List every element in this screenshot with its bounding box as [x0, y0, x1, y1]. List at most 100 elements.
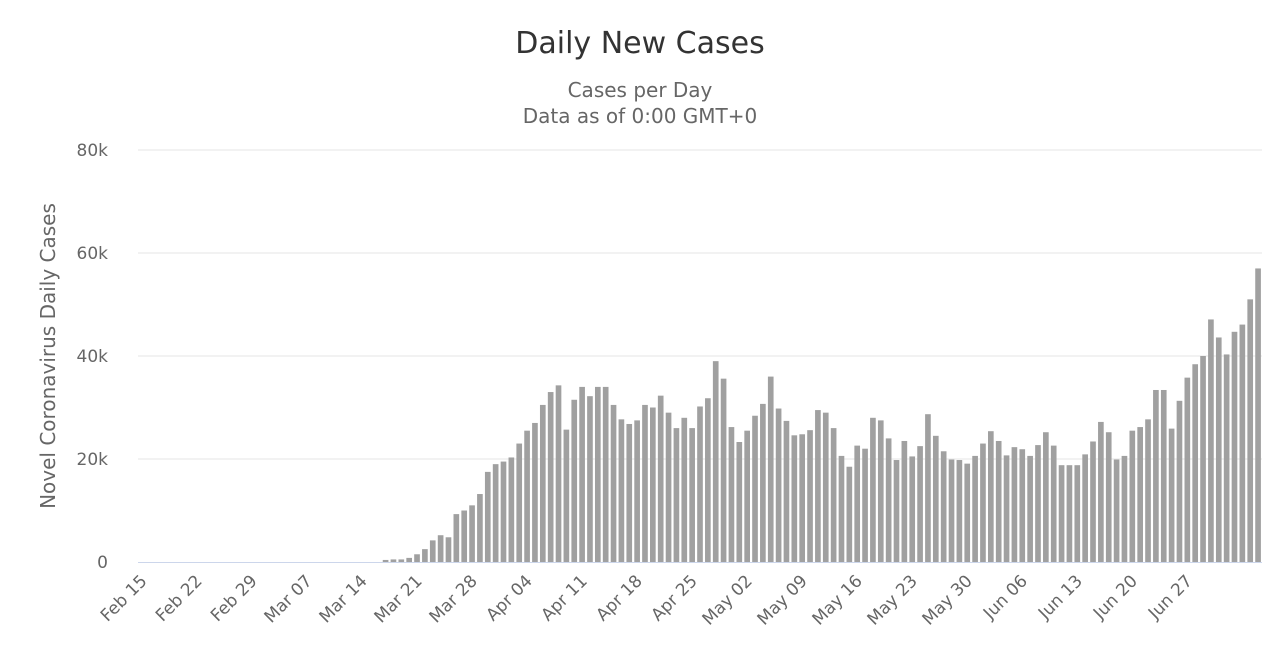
- bar[interactable]: [1050, 445, 1057, 562]
- bar[interactable]: [862, 448, 868, 562]
- bar[interactable]: [744, 430, 750, 562]
- bar[interactable]: [477, 494, 483, 562]
- bar[interactable]: [1129, 430, 1136, 562]
- bar[interactable]: [838, 455, 845, 562]
- bar[interactable]: [1074, 465, 1081, 562]
- bar[interactable]: [484, 471, 491, 563]
- bar[interactable]: [940, 451, 947, 562]
- bar[interactable]: [1215, 337, 1222, 562]
- bar[interactable]: [932, 435, 939, 562]
- bar[interactable]: [1168, 428, 1175, 562]
- bar[interactable]: [1121, 455, 1128, 562]
- bar[interactable]: [422, 549, 428, 563]
- bar[interactable]: [1019, 449, 1026, 562]
- bar[interactable]: [1058, 465, 1065, 562]
- bar[interactable]: [461, 510, 468, 563]
- bar[interactable]: [1208, 319, 1214, 562]
- bar[interactable]: [1011, 447, 1018, 562]
- bar[interactable]: [980, 443, 986, 562]
- bar[interactable]: [760, 403, 766, 562]
- bar[interactable]: [594, 386, 601, 562]
- bar[interactable]: [697, 406, 703, 562]
- bar[interactable]: [587, 396, 593, 562]
- bar[interactable]: [539, 404, 546, 562]
- bar[interactable]: [681, 417, 688, 562]
- bar[interactable]: [382, 559, 389, 562]
- bar[interactable]: [964, 463, 971, 562]
- bar[interactable]: [909, 456, 916, 562]
- bar[interactable]: [508, 457, 515, 562]
- bar[interactable]: [642, 404, 648, 562]
- bar[interactable]: [650, 407, 656, 563]
- bar[interactable]: [956, 460, 963, 562]
- bar[interactable]: [469, 505, 475, 562]
- bar[interactable]: [1153, 389, 1159, 562]
- bar[interactable]: [1027, 455, 1033, 562]
- bar[interactable]: [995, 440, 1002, 562]
- bar[interactable]: [1145, 419, 1151, 562]
- bar[interactable]: [1113, 459, 1120, 562]
- bar[interactable]: [492, 464, 499, 562]
- bar[interactable]: [1035, 445, 1041, 562]
- bar[interactable]: [1082, 454, 1088, 562]
- bar[interactable]: [854, 445, 861, 562]
- bar[interactable]: [1200, 356, 1206, 562]
- bar[interactable]: [689, 428, 695, 562]
- bar[interactable]: [610, 404, 617, 562]
- bar[interactable]: [406, 557, 412, 562]
- bar[interactable]: [885, 438, 892, 562]
- bar[interactable]: [398, 559, 405, 562]
- bar[interactable]: [453, 514, 460, 562]
- bar[interactable]: [948, 459, 955, 562]
- bar[interactable]: [563, 429, 570, 562]
- bar[interactable]: [988, 431, 994, 562]
- bar[interactable]: [822, 412, 829, 562]
- bar[interactable]: [414, 554, 420, 562]
- bar[interactable]: [1137, 427, 1143, 562]
- bar[interactable]: [870, 417, 876, 562]
- bar[interactable]: [673, 428, 680, 562]
- bar[interactable]: [736, 442, 743, 562]
- bar[interactable]: [445, 537, 452, 562]
- bar[interactable]: [877, 420, 884, 563]
- bar[interactable]: [728, 427, 735, 562]
- bar[interactable]: [579, 386, 585, 562]
- bar[interactable]: [767, 376, 774, 562]
- bar[interactable]: [429, 540, 436, 562]
- bar[interactable]: [500, 461, 507, 562]
- bar[interactable]: [555, 385, 562, 562]
- bar[interactable]: [1239, 324, 1246, 562]
- bar[interactable]: [1090, 441, 1096, 562]
- bar[interactable]: [1176, 400, 1183, 562]
- bar[interactable]: [390, 559, 397, 562]
- bar[interactable]: [524, 430, 530, 562]
- bar[interactable]: [917, 446, 923, 563]
- bar[interactable]: [830, 428, 837, 562]
- bar[interactable]: [1105, 432, 1112, 562]
- bar[interactable]: [532, 422, 538, 562]
- bar[interactable]: [571, 399, 578, 562]
- bar[interactable]: [799, 434, 806, 562]
- bar[interactable]: [791, 435, 798, 562]
- bar[interactable]: [626, 423, 633, 562]
- bar[interactable]: [783, 420, 790, 562]
- bar[interactable]: [665, 412, 672, 562]
- bar[interactable]: [901, 440, 908, 562]
- bar[interactable]: [516, 443, 523, 562]
- bar[interactable]: [1192, 364, 1199, 562]
- bar[interactable]: [437, 535, 444, 562]
- bar[interactable]: [1223, 354, 1230, 562]
- bar[interactable]: [815, 410, 821, 562]
- bar[interactable]: [1160, 389, 1167, 562]
- bar[interactable]: [752, 415, 758, 562]
- bar[interactable]: [547, 392, 554, 562]
- bar[interactable]: [634, 420, 640, 563]
- bar[interactable]: [1231, 331, 1238, 562]
- bar[interactable]: [846, 466, 853, 562]
- bar[interactable]: [807, 430, 813, 562]
- bar[interactable]: [705, 398, 711, 562]
- bar[interactable]: [720, 378, 727, 562]
- bar[interactable]: [712, 361, 719, 562]
- bar[interactable]: [775, 408, 782, 562]
- bar[interactable]: [1255, 268, 1261, 562]
